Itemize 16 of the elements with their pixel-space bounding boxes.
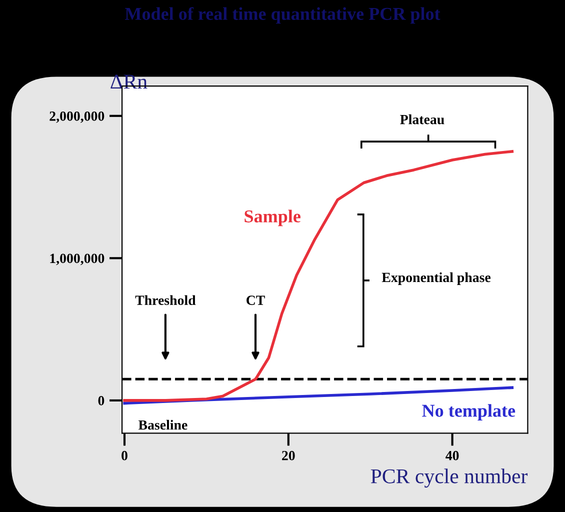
annotation: CT: [246, 296, 265, 305]
annotation: Exponential phase: [382, 272, 491, 285]
x-tick-label: 0: [122, 450, 128, 460]
y-tick-label: 2,000,000: [50, 111, 104, 123]
chart-title: Model of real time quantitative PCR plot: [125, 7, 440, 24]
x-axis-title: PCR cycle number: [370, 468, 528, 488]
x-tick-label: 40: [446, 450, 459, 460]
x-tick-label: 20: [282, 450, 295, 460]
annotation: Plateau: [400, 114, 444, 124]
series-label: Sample: [244, 210, 300, 226]
series-label: No template: [422, 404, 516, 421]
annotation: Threshold: [135, 295, 196, 305]
annotation: Baseline: [138, 420, 188, 430]
y-tick-label: 1,000,000: [50, 254, 104, 266]
y-tick-label: 0: [98, 396, 104, 406]
line-series: [123, 150, 514, 402]
